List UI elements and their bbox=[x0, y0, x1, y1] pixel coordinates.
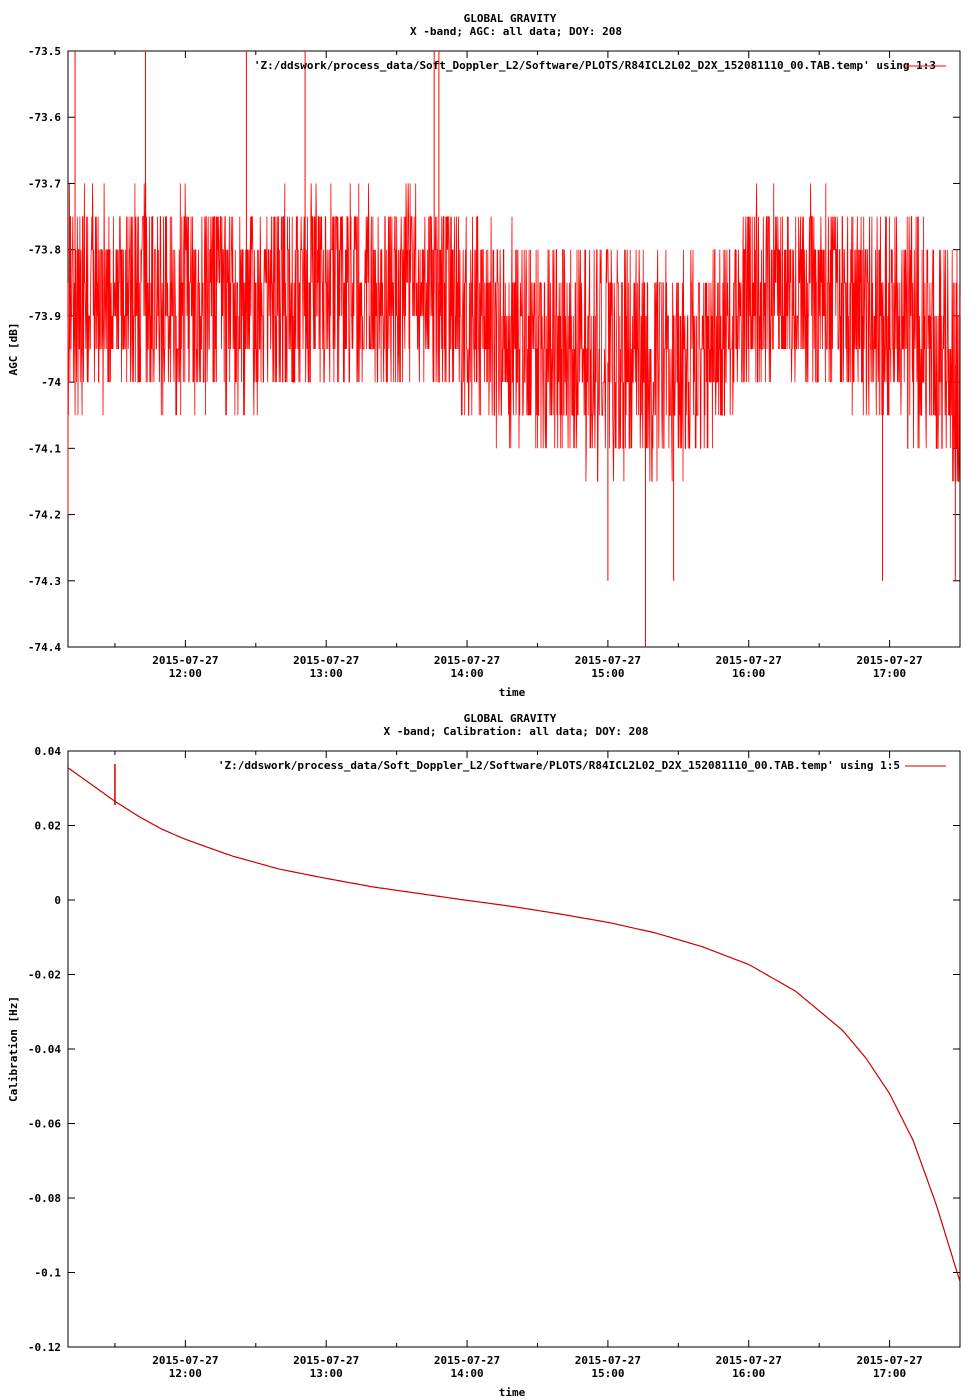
x-tick-date: 2015-07-27 bbox=[856, 654, 922, 667]
y-tick-label: -74.4 bbox=[28, 641, 61, 654]
y-tick-label: 0.02 bbox=[35, 820, 62, 833]
x-tick-time: 15:00 bbox=[591, 1367, 624, 1380]
chart-title: GLOBAL GRAVITY bbox=[464, 12, 557, 25]
y-tick-label: -0.02 bbox=[28, 969, 61, 982]
plot-frame bbox=[67, 750, 961, 1348]
chart-subtitle: X -band; Calibration: all data; DOY: 208 bbox=[384, 725, 649, 738]
x-tick-date: 2015-07-27 bbox=[434, 654, 500, 667]
y-tick-label: -73.5 bbox=[28, 45, 61, 58]
x-tick-date: 2015-07-27 bbox=[716, 1354, 782, 1367]
x-tick-date: 2015-07-27 bbox=[575, 654, 641, 667]
chart-title: GLOBAL GRAVITY bbox=[464, 712, 557, 725]
y-tick-label: 0.04 bbox=[35, 745, 62, 758]
x-tick-date: 2015-07-27 bbox=[152, 1354, 218, 1367]
y-tick-label: -0.12 bbox=[28, 1341, 61, 1354]
x-tick-date: 2015-07-27 bbox=[152, 654, 218, 667]
y-tick-label: -0.1 bbox=[35, 1267, 62, 1280]
x-axis-label: time bbox=[499, 1386, 526, 1399]
calibration-plot-area: 0.04 0.02 0 -0.02 -0.04 -0.06 -0.08 -0.1 -0.12 20… bbox=[28, 745, 961, 1380]
x-tick-date: 2015-07-27 bbox=[716, 654, 782, 667]
x-tick-time: 16:00 bbox=[732, 667, 765, 680]
agc-chart: GLOBAL GRAVITY X -band; AGC: all data; D… bbox=[7, 12, 961, 699]
x-tick-time: 13:00 bbox=[310, 667, 343, 680]
x-tick-date: 2015-07-27 bbox=[293, 1354, 359, 1367]
calibration-series-line bbox=[67, 767, 961, 1282]
x-tick-time: 12:00 bbox=[169, 1367, 202, 1380]
x-tick-time: 13:00 bbox=[310, 1367, 343, 1380]
y-tick-label: -73.8 bbox=[28, 244, 61, 257]
y-tick-label: -74.1 bbox=[28, 442, 61, 455]
y-tick-label: -74 bbox=[41, 376, 61, 389]
x-tick-date: 2015-07-27 bbox=[856, 1354, 922, 1367]
legend-label: 'Z:/ddswork/process_data/Soft_Doppler_L2… bbox=[218, 759, 900, 772]
x-axis-label: time bbox=[499, 686, 526, 699]
x-tick-time: 17:00 bbox=[873, 1367, 906, 1380]
y-tick-label: -0.08 bbox=[28, 1192, 61, 1205]
x-tick-date: 2015-07-27 bbox=[434, 1354, 500, 1367]
y-tick-label: -73.6 bbox=[28, 111, 61, 124]
y-tick-label: -74.2 bbox=[28, 509, 61, 522]
x-tick-time: 14:00 bbox=[450, 667, 483, 680]
y-tick-label: -74.3 bbox=[28, 575, 61, 588]
y-tick-label: 0 bbox=[54, 894, 61, 907]
chart-subtitle: X -band; AGC: all data; DOY: 208 bbox=[410, 25, 622, 38]
agc-series-line bbox=[67, 183, 961, 482]
x-tick-time: 16:00 bbox=[732, 1367, 765, 1380]
calibration-chart: GLOBAL GRAVITY X -band; Calibration: all… bbox=[7, 712, 961, 1399]
x-tick-time: 12:00 bbox=[169, 667, 202, 680]
y-axis-label: AGC [dB] bbox=[7, 323, 20, 376]
y-axis-label: Calibration [Hz] bbox=[7, 996, 20, 1102]
y-tick-label: -0.04 bbox=[28, 1043, 61, 1056]
x-tick-time: 14:00 bbox=[450, 1367, 483, 1380]
y-tick-label: -73.7 bbox=[28, 177, 61, 190]
legend-label: 'Z:/ddswork/process_data/Soft_Doppler_L2… bbox=[254, 59, 936, 72]
x-tick-time: 17:00 bbox=[873, 667, 906, 680]
y-tick-label: -73.9 bbox=[28, 310, 61, 323]
y-tick-label: -0.06 bbox=[28, 1118, 61, 1131]
x-tick-time: 15:00 bbox=[591, 667, 624, 680]
x-tick-date: 2015-07-27 bbox=[575, 1354, 641, 1367]
agc-plot-area: -73.5 -73.6 -73.7 -73.8 -73.9 -74 -74.1 -74.2 -7… bbox=[28, 45, 961, 680]
x-tick-date: 2015-07-27 bbox=[293, 654, 359, 667]
